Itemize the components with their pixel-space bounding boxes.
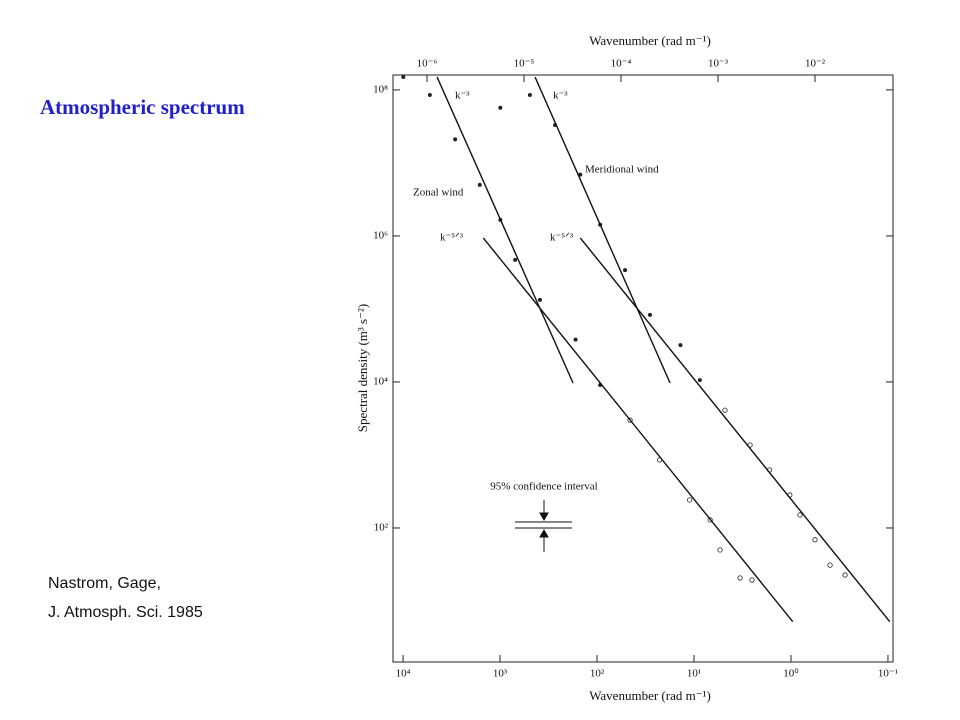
data-point [537,297,542,302]
data-point [722,407,728,413]
x2-tick-label: 10⁻¹ [878,668,898,680]
data-point [827,562,833,568]
data-point [427,93,432,98]
x-axis-title: Wavenumber (rad m⁻¹) [589,33,711,48]
plot-frame [392,74,894,663]
data-point [453,137,458,142]
data-point [737,575,743,581]
x2-tick-label: 10⁴ [396,668,411,680]
citation: J. Atmosph. Sci. 1985 [48,604,203,621]
citation: Nastrom, Gage, [48,575,161,592]
data-point [513,257,518,262]
x2-tick-label: 10³ [493,668,508,680]
annotation: 95% confidence interval [490,481,598,493]
data-point [627,417,633,423]
data-point [527,93,532,98]
data-point [477,182,482,187]
series-label: k⁻³ [455,90,470,102]
data-point [717,547,723,553]
x2-tick-label: 10⁰ [783,668,799,680]
x-tick-label: 10⁻⁴ [611,58,632,70]
y-tick-label: 10⁶ [373,229,388,241]
data-point [842,572,848,578]
y-axis-title: Spectral density (m³ s⁻²) [355,304,370,432]
series-label: k⁻⁵ᐟ³ [440,232,464,244]
x-tick-label: 10⁻² [805,58,826,70]
y-tick-label: 10⁴ [373,375,388,387]
data-point [687,497,693,503]
data-point [573,337,578,342]
reference-line [579,237,891,623]
data-point [812,537,818,543]
y-tick-label: 10⁸ [373,83,388,95]
data-point [707,517,713,523]
x-tick-label: 10⁻⁵ [514,58,535,70]
series-label: Zonal wind [413,187,464,199]
slide-title: Atmospheric spectrum [40,95,245,119]
x2-tick-label: 10¹ [687,668,701,680]
data-point [647,312,652,317]
x2-tick-label: 10² [590,668,605,680]
data-point [749,577,755,583]
data-point [623,268,628,273]
data-point [678,343,683,348]
data-point [797,512,803,518]
confidence-glyph [515,500,572,552]
series-label: k⁻⁵ᐟ³ [550,232,574,244]
x-tick-label: 10⁻⁶ [417,58,438,70]
data-point [498,105,503,110]
x2-axis-title: Wavenumber (rad m⁻¹) [589,688,711,703]
x-tick-label: 10⁻³ [708,58,729,70]
reference-line [482,237,794,623]
data-point [401,75,406,80]
reference-line [436,76,574,384]
reference-line [534,76,671,384]
series-label: k⁻³ [553,90,568,102]
y-tick-label: 10² [374,522,389,534]
series-label: Meridional wind [585,164,659,176]
data-point [697,378,702,383]
